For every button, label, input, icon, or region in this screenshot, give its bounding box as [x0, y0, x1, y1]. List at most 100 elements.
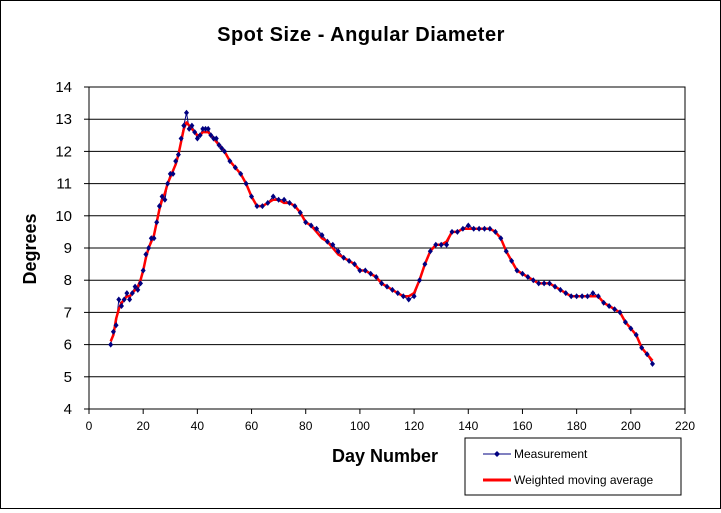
measurement-point: [211, 135, 217, 142]
y-tick-label: 4: [64, 401, 72, 418]
measurement-point: [568, 293, 574, 300]
measurement-point: [143, 251, 149, 258]
measurement-point: [379, 280, 385, 287]
measurement-point: [585, 293, 590, 300]
x-tick-label: 220: [675, 419, 695, 433]
x-tick-label: 180: [567, 419, 587, 433]
measurement-point: [219, 145, 225, 152]
measurement-point: [159, 193, 165, 200]
measurement-point: [357, 267, 363, 274]
measurement-point: [557, 286, 563, 293]
measurement-point: [449, 228, 455, 235]
measurement-point: [222, 148, 227, 155]
measurement-point: [606, 303, 612, 309]
measurement-point: [197, 132, 203, 139]
measurement-point: [146, 245, 152, 251]
measurement-line: [110, 112, 653, 365]
y-tick-label: 6: [64, 337, 72, 354]
measurement-point: [476, 225, 482, 232]
measurement-point: [227, 158, 233, 165]
measurement-point: [162, 196, 168, 203]
y-tick-label: 5: [64, 369, 72, 386]
measurement-point: [173, 158, 179, 165]
grid-lines: [89, 118, 685, 378]
measurement-point: [612, 306, 618, 313]
series-lines: [109, 112, 654, 365]
measurement-point: [140, 267, 146, 274]
measurement-point: [525, 274, 531, 280]
x-tick-label: 20: [137, 419, 151, 433]
measurement-point: [121, 296, 127, 303]
measurement-point: [389, 286, 395, 293]
measurement-point: [186, 125, 192, 132]
measurement-point: [492, 228, 498, 235]
measurement-point: [509, 257, 515, 264]
measurement-point: [324, 238, 330, 245]
y-tick-label: 10: [55, 208, 72, 225]
measurement-point: [362, 267, 368, 274]
measurement-point: [574, 293, 580, 300]
measurement-point: [352, 261, 357, 268]
measurement-point: [595, 293, 601, 300]
measurement-point: [433, 241, 439, 248]
y-tick-label: 7: [64, 304, 72, 321]
measurement-point: [129, 290, 135, 297]
legend-measurement-label: Measurement: [514, 447, 588, 461]
measurement-point: [132, 283, 138, 290]
measurement-point: [119, 303, 124, 309]
measurement-point: [454, 228, 460, 235]
measurement-point: [276, 196, 282, 203]
measurement-point: [395, 290, 401, 297]
measurement-point: [319, 232, 325, 239]
x-tick-label: 140: [458, 419, 478, 433]
measurement-point: [213, 135, 219, 142]
measurement-point: [465, 222, 471, 229]
x-tick-label: 80: [299, 419, 313, 433]
measurement-point: [417, 277, 422, 284]
x-tick-label: 120: [404, 419, 424, 433]
y-tick-label: 13: [55, 111, 72, 128]
legend-average-label: Weighted moving average: [514, 473, 654, 487]
measurement-point: [400, 293, 406, 300]
measurement-point: [644, 351, 650, 358]
measurement-point: [438, 241, 444, 248]
measurement-point: [243, 180, 249, 187]
measurement-point: [406, 296, 412, 303]
measurement-point: [503, 248, 509, 255]
measurement-point: [303, 219, 309, 226]
measurement-point: [368, 270, 374, 277]
measurement-point: [232, 164, 238, 171]
measurement-point: [178, 135, 184, 142]
measurement-point: [384, 283, 390, 290]
measurement-point: [650, 360, 655, 367]
measurement-point: [563, 290, 569, 297]
measurement-point: [270, 193, 276, 200]
measurement-point: [259, 203, 265, 210]
measurement-point: [552, 283, 558, 290]
legend-box: [464, 437, 682, 496]
measurement-point: [314, 225, 320, 232]
y-tick-label: 9: [64, 240, 72, 257]
measurement-point: [238, 170, 244, 177]
x-axis-title: Day Number: [332, 446, 438, 466]
x-tick-label: 60: [245, 419, 259, 433]
legend: Measurement Weighted moving average: [464, 437, 682, 496]
measurement-markers: [108, 109, 655, 367]
measurement-point: [639, 344, 645, 351]
measurement-point: [308, 222, 314, 229]
y-tick-label: 14: [55, 79, 72, 96]
measurement-point: [530, 277, 536, 284]
measurement-point: [633, 331, 639, 338]
measurement-point: [460, 225, 466, 232]
measurement-point: [422, 261, 428, 268]
measurement-point: [287, 199, 292, 206]
measurement-point: [482, 225, 487, 232]
x-tick-label: 0: [86, 419, 93, 433]
measurement-point: [330, 241, 336, 248]
measurement-point: [427, 248, 433, 255]
measurement-point: [622, 319, 628, 326]
measurement-point: [110, 328, 116, 335]
measurement-point: [498, 235, 504, 242]
